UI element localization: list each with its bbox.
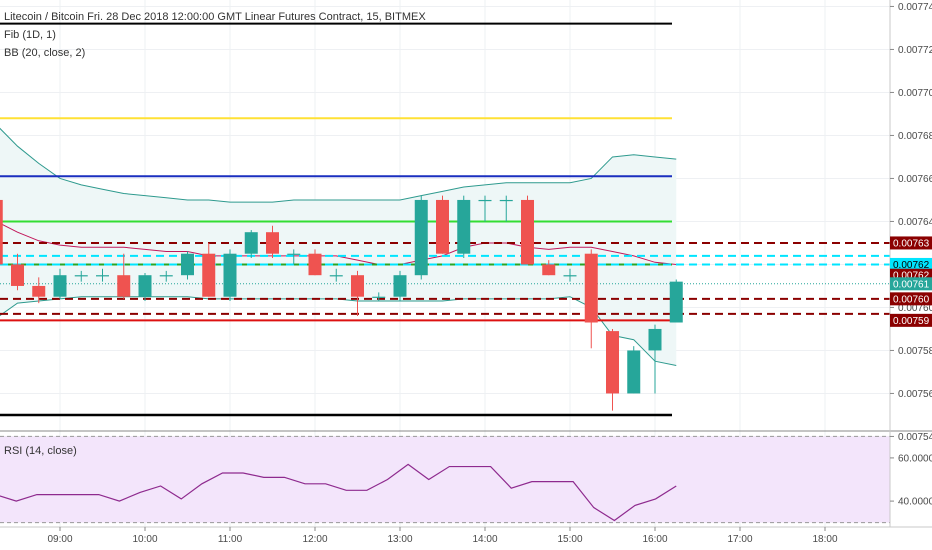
candle-body <box>669 281 683 323</box>
time-tick-label: 17:00 <box>727 534 752 545</box>
candle-body <box>563 275 577 277</box>
price-tag-label: 0.00759 <box>893 316 930 327</box>
rsi-tick-label: 40.0000 <box>898 497 932 508</box>
bollinger-upper <box>0 127 677 203</box>
price-tick-label: 0.00760 <box>898 303 932 314</box>
time-tick-label: 13:00 <box>387 534 412 545</box>
bollinger-basis <box>0 222 677 265</box>
rsi-axis[interactable]: 60.0000 40.0000 <box>890 453 932 508</box>
price-tags: 0.007630.007620.007620.007610.007600.007… <box>890 236 932 327</box>
candle-body <box>393 275 407 297</box>
price-tick-label: 0.00772 <box>898 45 932 56</box>
candle-body <box>308 253 322 276</box>
candle-body <box>372 296 386 298</box>
candle-body <box>606 331 619 394</box>
bollinger-lower <box>0 296 677 366</box>
candle-body <box>32 285 46 297</box>
time-tick-label: 12:00 <box>302 534 327 545</box>
candle-body <box>138 275 152 297</box>
price-tick-label: 0.00774 <box>898 2 932 13</box>
time-tick-label: 10:00 <box>132 534 157 545</box>
candle-body <box>627 350 641 394</box>
candle-body <box>648 328 662 351</box>
rsi-band-fill <box>0 436 890 523</box>
price-tag <box>890 257 932 271</box>
time-tick-label: 18:00 <box>812 534 837 545</box>
price-tick-label: 0.00754 <box>898 432 932 443</box>
candle-body <box>159 275 173 277</box>
price-axis[interactable]: 0.00774 0.00772 0.00770 0.00768 0.00766 0.007… <box>890 2 932 443</box>
candle-body <box>202 253 216 297</box>
rsi-tick-label: 60.0000 <box>898 453 932 464</box>
candle-body <box>414 199 428 276</box>
candle-body <box>11 264 24 286</box>
candle-body <box>96 275 109 277</box>
price-tick-label: 0.00770 <box>898 88 932 99</box>
candle-body <box>329 275 343 277</box>
price-tag <box>890 236 932 250</box>
price-tag-label: 0.00760 <box>893 294 930 305</box>
candle-body <box>542 264 556 276</box>
candle-body <box>117 275 131 297</box>
candle-body <box>53 275 67 297</box>
time-tick-label: 15:00 <box>557 534 582 545</box>
time-tick-label: 09:00 <box>47 534 72 545</box>
chart-title: Litecoin / Bitcoin Fri. 28 Dec 2018 12:0… <box>4 11 426 23</box>
candle-body <box>351 275 364 297</box>
candle-body <box>0 199 3 265</box>
fib-legend[interactable]: Fib (1D, 1) <box>4 29 56 41</box>
candles <box>0 195 683 411</box>
rsi-line <box>0 463 677 522</box>
time-axis[interactable]: 09:00 10:00 11:00 12:00 13:00 14:00 15:00 16:00… <box>47 527 838 545</box>
price-tick-label: 0.00758 <box>898 346 932 357</box>
time-tick-label: 14:00 <box>472 534 497 545</box>
price-tick-label: 0.00764 <box>898 217 932 228</box>
price-tag-label: 0.00762 <box>893 271 930 282</box>
candle-body <box>436 199 449 254</box>
bb-legend[interactable]: BB (20, close, 2) <box>4 47 85 59</box>
candle-body <box>287 253 301 255</box>
price-tag-label: 0.00762 <box>893 260 930 271</box>
price-tag-label: 0.00761 <box>893 279 930 290</box>
time-tick-label: 11:00 <box>218 534 243 545</box>
candle-body <box>499 199 513 202</box>
bollinger-bands <box>0 127 677 366</box>
rsi-series-line <box>0 463 677 522</box>
candle-body <box>584 253 598 323</box>
price-tick-label: 0.00756 <box>898 389 932 400</box>
price-tag <box>890 277 932 291</box>
price-tick-label: 0.00768 <box>898 131 932 142</box>
candle-body <box>457 199 471 254</box>
candle-body <box>244 232 258 254</box>
candle-body <box>181 253 194 276</box>
rsi-band <box>0 435 890 524</box>
candle-body <box>223 253 237 297</box>
candle-body <box>521 199 534 265</box>
time-tick-label: 16:00 <box>642 534 667 545</box>
candle-body <box>266 232 279 254</box>
price-tag-label: 0.00763 <box>893 238 930 249</box>
price-tick-label: 0.00766 <box>898 174 932 185</box>
candle-body <box>74 275 88 277</box>
candle-body <box>478 199 492 202</box>
rsi-legend[interactable]: RSI (14, close) <box>4 445 77 457</box>
bollinger-fill <box>0 128 677 366</box>
price-tag <box>890 292 932 306</box>
price-tag <box>890 313 932 327</box>
